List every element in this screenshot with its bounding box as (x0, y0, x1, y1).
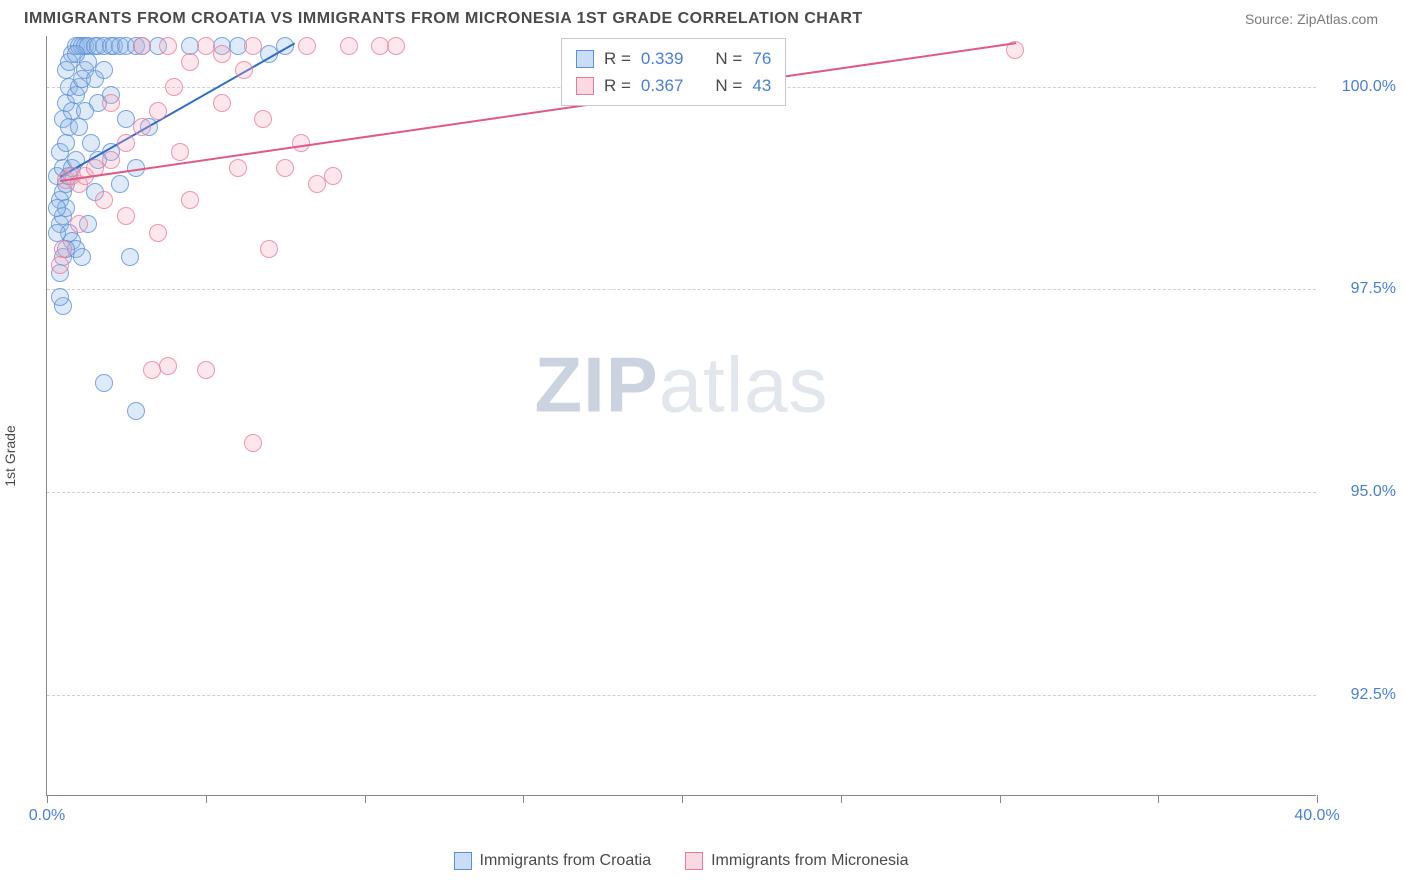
legend-swatch (454, 852, 472, 870)
stats-n-value: 43 (752, 72, 771, 99)
scatter-point (254, 110, 272, 128)
watermark-bold: ZIP (534, 341, 658, 429)
legend-swatch (685, 852, 703, 870)
scatter-point (276, 159, 294, 177)
stats-box: R = 0.339 N = 76 R = 0.367 N = 43 (561, 38, 786, 106)
legend-swatch (576, 50, 594, 68)
stats-n-label: N = (715, 45, 742, 72)
scatter-point (54, 240, 72, 258)
scatter-point (244, 434, 262, 452)
scatter-point (102, 151, 120, 169)
scatter-point (181, 53, 199, 71)
scatter-point (48, 199, 66, 217)
scatter-point (117, 134, 135, 152)
scatter-point (260, 240, 278, 258)
scatter-point (171, 143, 189, 161)
scatter-point (165, 78, 183, 96)
scatter-point (76, 102, 94, 120)
gridline (47, 492, 1316, 493)
scatter-point (57, 134, 75, 152)
source-label: Source: ZipAtlas.com (1245, 11, 1378, 27)
scatter-point (387, 37, 405, 55)
scatter-point (127, 402, 145, 420)
scatter-point (111, 175, 129, 193)
scatter-point (235, 61, 253, 79)
x-tick (1158, 795, 1159, 803)
x-tick (1317, 795, 1318, 803)
scatter-point (121, 248, 139, 266)
x-tick (682, 795, 683, 803)
stats-row: R = 0.367 N = 43 (576, 72, 771, 99)
scatter-point (95, 61, 113, 79)
scatter-point (149, 102, 167, 120)
scatter-point (73, 248, 91, 266)
chart-header: IMMIGRANTS FROM CROATIA VS IMMIGRANTS FR… (0, 0, 1406, 36)
scatter-point (143, 361, 161, 379)
scatter-point (298, 37, 316, 55)
x-tick-label: 40.0% (1294, 807, 1339, 825)
stats-n-label: N = (715, 72, 742, 99)
scatter-point (70, 215, 88, 233)
scatter-point (95, 374, 113, 392)
x-tick (365, 795, 366, 803)
scatter-point (70, 118, 88, 136)
stats-n-value: 76 (752, 45, 771, 72)
scatter-point (229, 159, 247, 177)
stats-r-value: 0.339 (641, 45, 684, 72)
x-tick (841, 795, 842, 803)
scatter-point (197, 361, 215, 379)
y-tick-label: 92.5% (1326, 686, 1396, 704)
stats-r-label: R = (604, 72, 631, 99)
scatter-point (95, 191, 113, 209)
scatter-point (102, 94, 120, 112)
gridline (47, 289, 1316, 290)
legend-item: Immigrants from Micronesia (685, 852, 908, 870)
legend-swatch (576, 77, 594, 95)
x-tick (206, 795, 207, 803)
scatter-point (244, 37, 262, 55)
plot-region: ZIPatlas 92.5%95.0%97.5%100.0%0.0%40.0%R… (46, 36, 1316, 796)
y-tick-label: 100.0% (1326, 78, 1396, 96)
stats-r-value: 0.367 (641, 72, 684, 99)
stats-row: R = 0.339 N = 76 (576, 45, 771, 72)
x-tick (1000, 795, 1001, 803)
legend-item: Immigrants from Croatia (454, 852, 652, 870)
x-tick (523, 795, 524, 803)
y-tick-label: 97.5% (1326, 280, 1396, 298)
scatter-point (181, 191, 199, 209)
scatter-point (133, 37, 151, 55)
chart-title: IMMIGRANTS FROM CROATIA VS IMMIGRANTS FR… (24, 10, 863, 28)
legend-label: Immigrants from Croatia (480, 852, 652, 870)
watermark: ZIPatlas (534, 340, 828, 431)
x-axis-legend: Immigrants from Croatia Immigrants from M… (46, 852, 1316, 870)
scatter-point (159, 357, 177, 375)
scatter-point (324, 167, 342, 185)
scatter-point (213, 45, 231, 63)
x-tick (47, 795, 48, 803)
scatter-point (159, 37, 177, 55)
legend-label: Immigrants from Micronesia (711, 852, 908, 870)
gridline (47, 695, 1316, 696)
scatter-point (133, 118, 151, 136)
scatter-point (51, 288, 69, 306)
scatter-point (51, 256, 69, 274)
scatter-point (117, 207, 135, 225)
trend-line (60, 42, 1016, 182)
scatter-point (340, 37, 358, 55)
stats-r-label: R = (604, 45, 631, 72)
x-tick-label: 0.0% (29, 807, 65, 825)
scatter-point (149, 224, 167, 242)
y-tick-label: 95.0% (1326, 483, 1396, 501)
scatter-point (67, 45, 85, 63)
scatter-point (213, 94, 231, 112)
y-axis-label: 1st Grade (2, 425, 18, 486)
chart-area: 1st Grade ZIPatlas 92.5%95.0%97.5%100.0%… (0, 36, 1406, 876)
watermark-light: atlas (659, 341, 829, 429)
